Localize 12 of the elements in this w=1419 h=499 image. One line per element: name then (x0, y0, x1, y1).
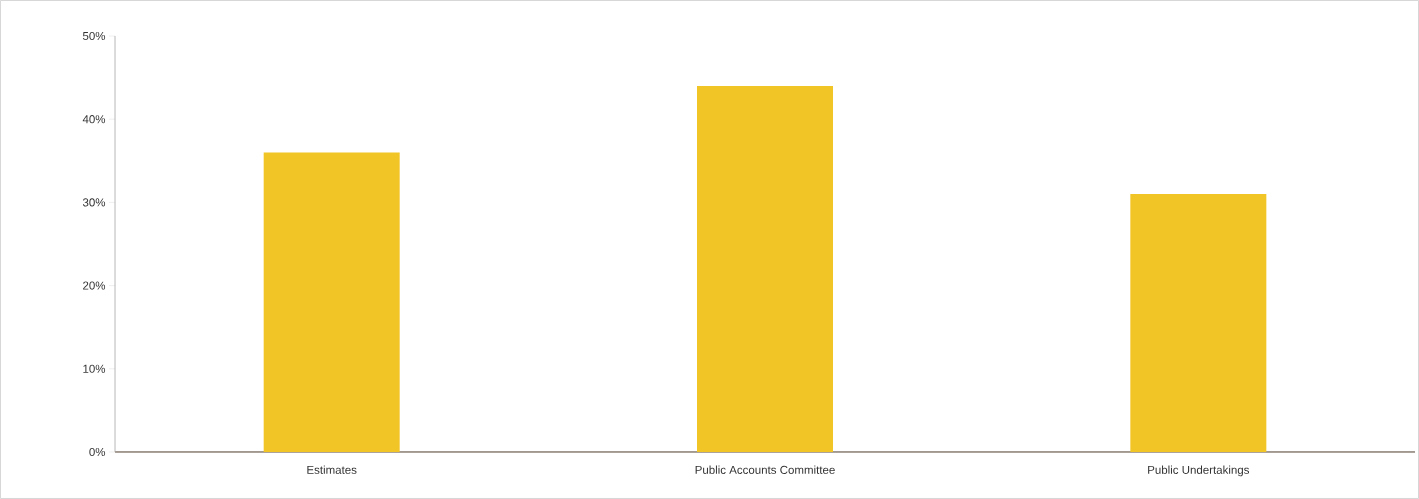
x-tick-label: Estimates (307, 465, 357, 474)
bar (697, 85, 834, 452)
bar (263, 152, 400, 452)
y-tick-label: 40% (82, 115, 106, 124)
y-tick-label: 50% (82, 31, 106, 41)
bar (1130, 194, 1267, 452)
x-tick-label: Public Undertakings (1148, 465, 1250, 477)
y-tick-label: 0% (89, 447, 106, 457)
y-tick-label: 20% (83, 281, 106, 290)
x-tick-label: Public Accounts Committee (695, 465, 835, 474)
y-tick-label: 10% (83, 364, 106, 373)
y-tick-label: 30% (82, 198, 106, 207)
